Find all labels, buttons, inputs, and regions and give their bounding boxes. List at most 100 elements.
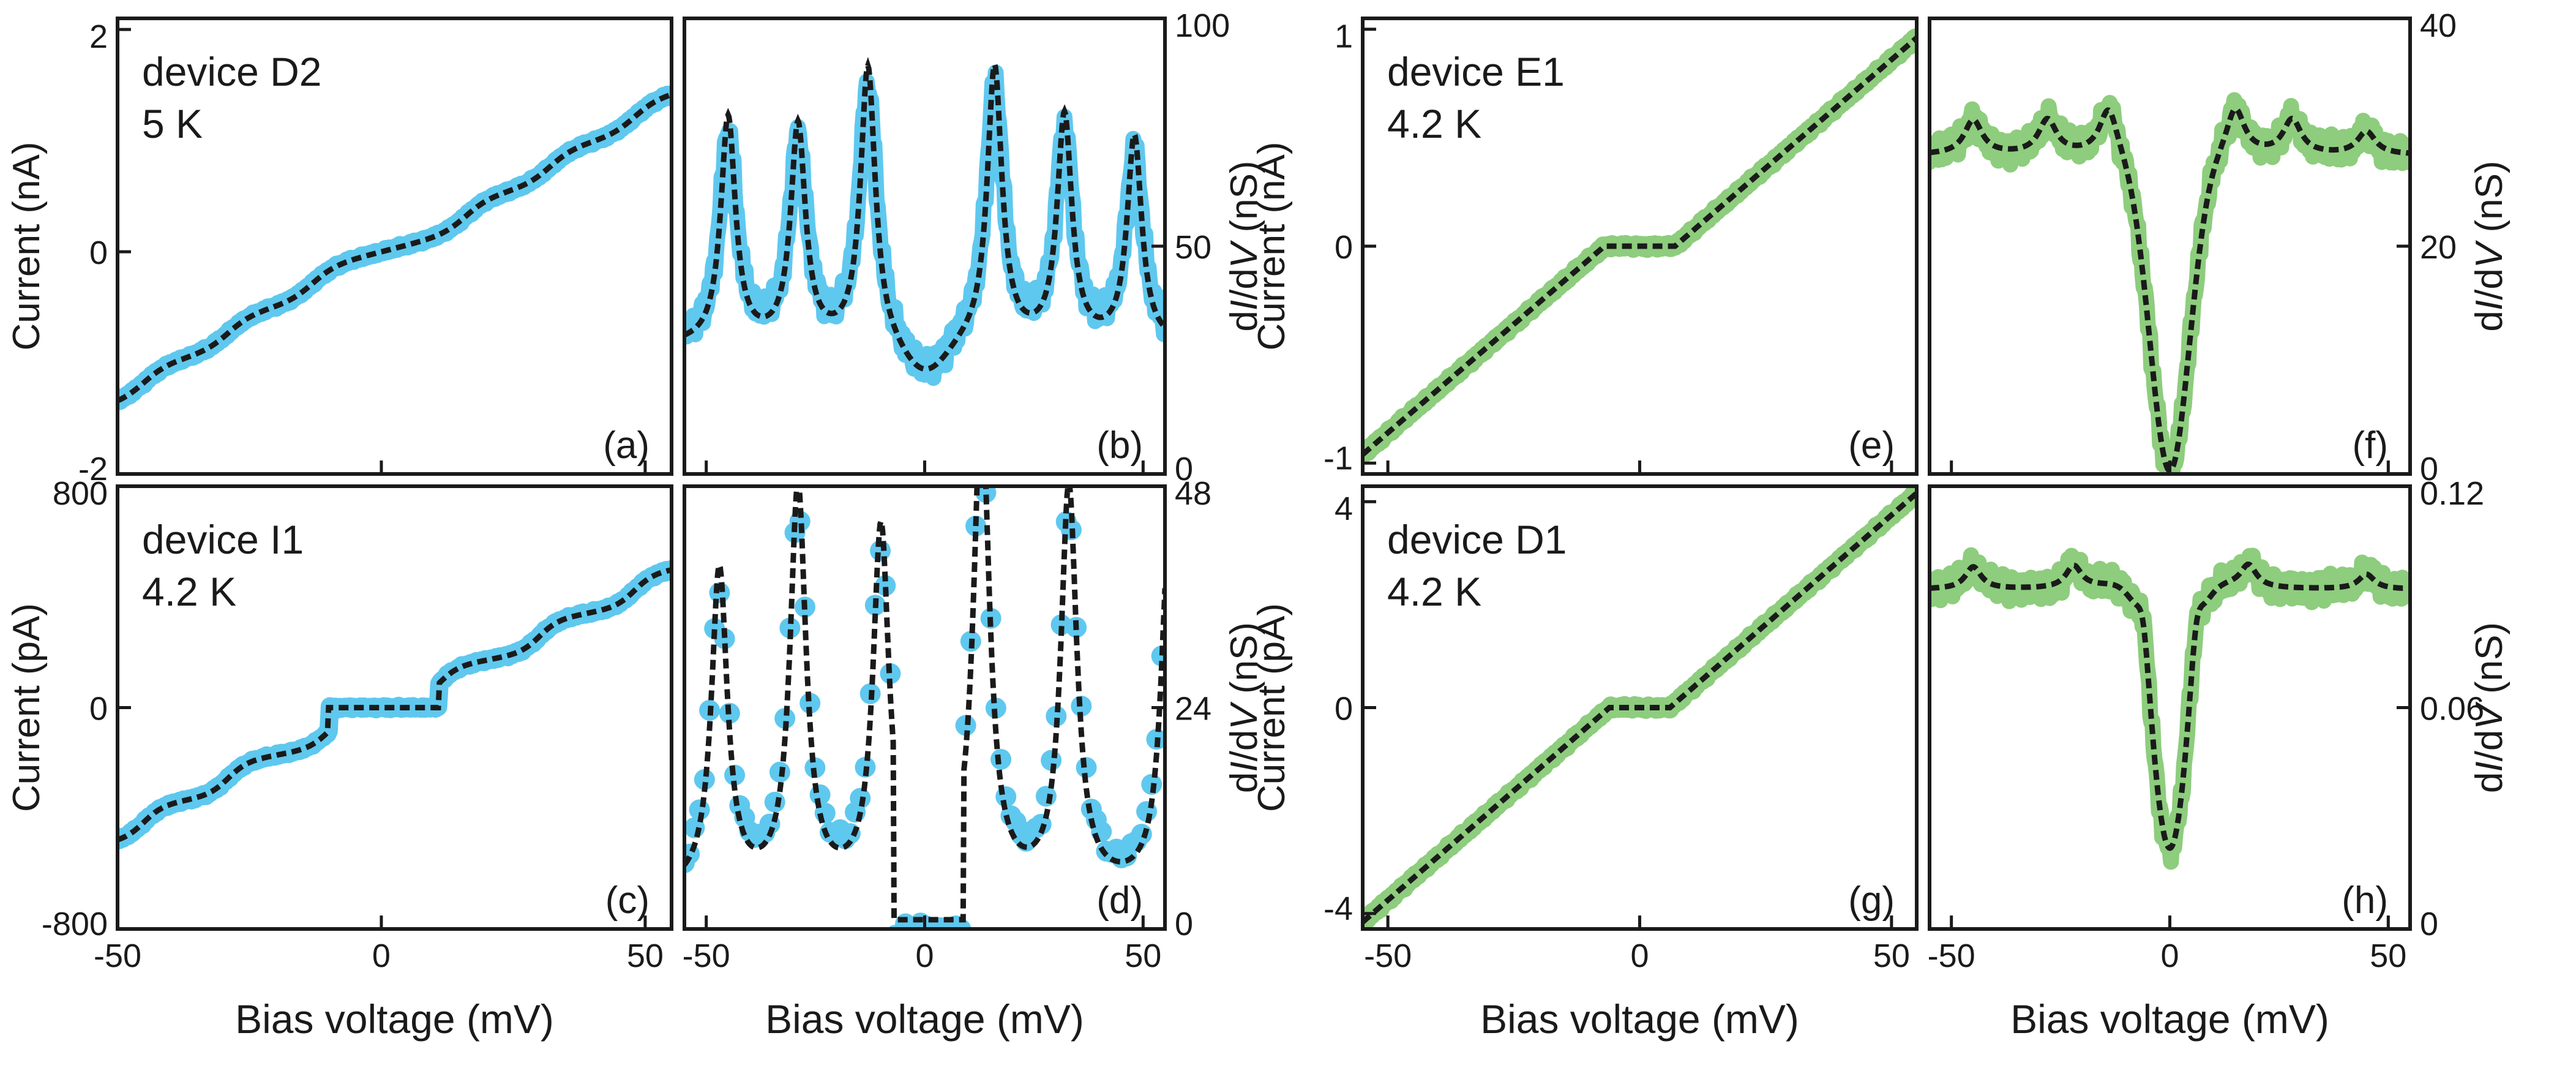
- panel-d-frame: [683, 484, 1167, 931]
- panel-d-ylabel-part: V: [1223, 701, 1265, 730]
- panel-e-plot: [1363, 28, 1917, 464]
- panel-b-label: (b): [1096, 424, 1143, 467]
- panel-f-ytick-label: 20: [2420, 229, 2457, 266]
- panel-g-xtick-label: 0: [1630, 938, 1649, 974]
- panel-f-frame: [1928, 17, 2412, 476]
- panel-g: 4 0 -4 -50 0 50 (g) device D1 4.2 K Current (pA) B…: [1251, 484, 1919, 1042]
- panel-e: 1 0 -1 (e) device E1 4.2 K Current (nA): [1251, 17, 1919, 476]
- panel-d-ylabel-part: d: [1223, 772, 1265, 793]
- panel-c-ytick-label: -800: [42, 906, 108, 942]
- panel-f-label: (f): [2352, 424, 2388, 467]
- panel-h-xtick-label: 50: [2370, 938, 2406, 974]
- panel-a-ytick-label: 2: [89, 18, 108, 55]
- panel-g-fit-curve: [1363, 491, 1917, 924]
- panel-g-xtick-label: -50: [1364, 938, 1412, 974]
- panel-b-ytick-label: 50: [1175, 229, 1211, 266]
- panel-g-xlabel: Bias voltage (mV): [1480, 996, 1799, 1042]
- panel-d-label: (d): [1096, 879, 1143, 922]
- panel-d-ytick-label: 48: [1175, 475, 1211, 512]
- panel-c-ytick-label: 0: [89, 691, 108, 727]
- panel-a-annotation: device D2: [142, 49, 322, 94]
- panel-b-ytick-label: 100: [1175, 7, 1230, 44]
- panel-f-data-series: [1930, 92, 2410, 474]
- panel-f-ytick-label: 40: [2420, 7, 2457, 44]
- panel-c-annotation: 4.2 K: [142, 569, 236, 614]
- panel-g-annotation: device D1: [1387, 517, 1567, 562]
- panel-e-annotation: 4.2 K: [1387, 101, 1481, 146]
- panel-e-ytick-label: 1: [1335, 18, 1353, 55]
- panel-d-data-point: [1035, 786, 1057, 807]
- panel-e-ylabel: Current (nA): [1251, 141, 1293, 350]
- panel-d-data-point: [1030, 813, 1052, 835]
- panel-d-xtick-label: 50: [1125, 938, 1161, 974]
- panel-d-ylabel-part: I: [1223, 761, 1265, 772]
- panel-c-xtick-label: 50: [627, 938, 664, 974]
- panel-a-ytick-label: -2: [78, 451, 108, 487]
- panel-f-ylabel-part: V: [2468, 239, 2510, 268]
- panel-d-data-point: [970, 428, 991, 449]
- panel-a-fit-curve: [118, 92, 672, 404]
- panel-e-ytick-label: -1: [1324, 440, 1353, 476]
- panel-b-ylabel-part: I: [1223, 300, 1265, 310]
- panel-g-plot: [1363, 486, 1917, 929]
- panel-e-ytick-label: 0: [1335, 229, 1353, 266]
- panel-d-data-point: [799, 693, 821, 714]
- panel-d-data-point: [990, 748, 1012, 770]
- panel-d-ylabel-part: (nS): [1223, 622, 1265, 704]
- panel-c-label: (c): [605, 879, 650, 922]
- panel-h-ylabel-part: V: [2468, 701, 2510, 730]
- panel-a-label: (a): [603, 424, 650, 467]
- panel-d-fit-curve: [684, 486, 1165, 923]
- panel-f-ylabel-part: d: [2468, 310, 2510, 331]
- panel-b-frame: [683, 17, 1167, 476]
- panel-e-annotation: device E1: [1387, 49, 1565, 94]
- panel-d-xlabel: Bias voltage (mV): [765, 996, 1084, 1042]
- panel-d-xtick-label: 0: [915, 938, 934, 974]
- panel-d-ylabel-part: /d: [1223, 730, 1265, 762]
- panel-g-xtick-label: 50: [1873, 938, 1910, 974]
- panel-d-data-point: [779, 617, 801, 639]
- panel-c-ytick-label: 800: [53, 475, 108, 512]
- panel-h-plot: [1930, 547, 2410, 870]
- panel-b: 100 50 0 (b) dI/dV (nS): [683, 7, 1265, 487]
- panel-a-ylabel: Current (nA): [6, 141, 48, 350]
- panel-h-xtick-label: -50: [1928, 938, 1975, 974]
- panel-h-ytick-label: 0.12: [2420, 475, 2484, 512]
- panel-c-ylabel: Current (pA): [6, 603, 48, 812]
- panel-d-data-point: [764, 791, 785, 813]
- panel-g-ytick-label: -4: [1324, 890, 1353, 927]
- panel-d-data-point: [880, 663, 901, 685]
- panel-b-data-series: [684, 64, 1165, 386]
- panel-h-ylabel-part: /d: [2468, 730, 2510, 762]
- panel-d-ytick-label: 24: [1175, 691, 1211, 727]
- panel-h-fit-curve: [1930, 561, 2410, 851]
- panel-b-ylabel: dI/dV (nS): [1223, 160, 1265, 331]
- panel-d-data-point: [694, 769, 715, 790]
- panel-h-ylabel-part: d: [2468, 772, 2510, 793]
- panel-d-data-point: [774, 708, 796, 729]
- panel-b-ylabel-part: d: [1223, 310, 1265, 331]
- panel-d-data-point: [804, 757, 826, 778]
- panel-h-ytick-label: 0.06: [2420, 691, 2484, 727]
- panel-f-ylabel-part: I: [2468, 300, 2510, 310]
- panel-e-fit-curve: [1363, 36, 1917, 457]
- panel-b-ylabel-part: (nS): [1223, 160, 1265, 242]
- panel-a-plot: [118, 85, 672, 410]
- panel-f-ytick-label: 0: [2420, 451, 2438, 487]
- panel-d-data-point: [950, 919, 972, 929]
- panel-h-ytick-label: 0: [2420, 906, 2438, 942]
- panel-d-data-point: [875, 575, 896, 596]
- panel-d-xtick-label: -50: [683, 938, 730, 974]
- panel-d-data-point: [955, 715, 976, 736]
- panel-b-ylabel-part: V: [1223, 239, 1265, 268]
- panel-c-xlabel: Bias voltage (mV): [235, 996, 554, 1042]
- panel-c-plot: [118, 560, 672, 850]
- panel-e-label: (e): [1848, 424, 1895, 467]
- panel-g-ylabel: Current (pA): [1251, 603, 1293, 812]
- panel-f: 40 20 0 (f) dI/dV (nS): [1928, 7, 2510, 487]
- panel-d-data-point: [1046, 705, 1067, 727]
- panel-h: 0.12 0.06 0 -50 0 50 (h) dI/dV (nS) Bias voltage…: [1928, 475, 2510, 1042]
- panel-d-data-point: [975, 486, 997, 503]
- panel-g-ytick-label: 4: [1335, 491, 1353, 527]
